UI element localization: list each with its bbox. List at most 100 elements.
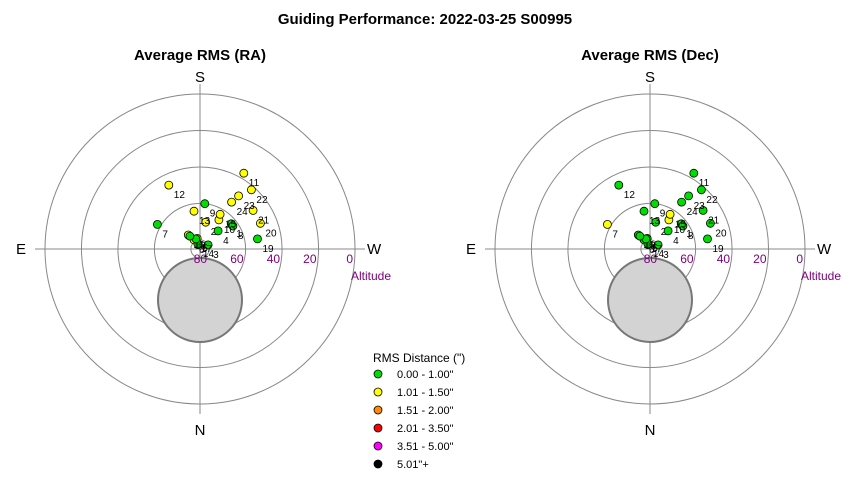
data-point-label: 5 <box>202 243 208 254</box>
compass-label-west: W <box>367 241 382 258</box>
altitude-tick-label: 60 <box>230 252 244 266</box>
data-point-label: 24 <box>237 207 249 218</box>
data-point <box>239 168 249 178</box>
data-point-label: 10 <box>224 225 236 236</box>
data-point <box>234 191 244 201</box>
data-point-label: 22 <box>256 195 268 206</box>
data-point <box>189 206 199 216</box>
data-point-label: 16 <box>643 240 655 251</box>
compass-label-south: S <box>645 69 655 86</box>
legend-entry-label: 1.01 - 1.50" <box>397 387 454 399</box>
data-point-label: 16 <box>193 240 205 251</box>
legend-entry-label: 2.01 - 3.50" <box>397 423 454 435</box>
data-point-label: 22 <box>706 195 718 206</box>
data-point-label: 24 <box>687 207 699 218</box>
data-point-label: 9 <box>210 209 216 220</box>
altitude-tick-label: 80 <box>644 252 658 266</box>
data-point <box>614 180 624 190</box>
data-point-label: 14 <box>653 249 665 260</box>
data-point <box>689 168 699 178</box>
altitude-tick-label: 0 <box>796 252 803 266</box>
legend-entry-label: 3.51 - 5.00" <box>397 441 454 453</box>
data-point <box>684 191 693 201</box>
data-point <box>255 218 265 228</box>
data-point-label: 7 <box>162 229 168 240</box>
data-point-label: 18 <box>195 241 207 252</box>
altitude-axis-label: Altitude <box>351 269 391 283</box>
legend-entry-label: 0.00 - 1.00" <box>397 369 454 381</box>
data-point-label: 1 <box>686 229 692 240</box>
data-point-label: 6 <box>199 245 205 256</box>
pole-disk <box>157 257 243 343</box>
data-point-label: 15 <box>225 219 237 230</box>
data-point-label: 11 <box>699 178 710 189</box>
plot-subtitle: Average RMS (Dec) <box>581 47 719 64</box>
data-point <box>246 185 256 195</box>
data-point-label: 17 <box>651 244 663 255</box>
data-point-label: 20 <box>265 228 277 239</box>
altitude-tick-label: 20 <box>753 252 767 266</box>
data-point <box>164 180 174 190</box>
altitude-tick-label: 80 <box>194 252 208 266</box>
legend-entry-label: 5.01"+ <box>397 459 429 471</box>
data-point-label: 9 <box>660 209 666 220</box>
data-point <box>152 219 162 229</box>
data-point-label: 7 <box>612 229 618 240</box>
compass-label-east: E <box>466 241 476 258</box>
data-point <box>677 197 686 207</box>
legend-marker <box>373 459 383 469</box>
altitude-tick-label: 60 <box>680 252 694 266</box>
data-point-label: 12 <box>174 190 186 201</box>
data-point <box>227 197 237 207</box>
data-point <box>185 231 195 241</box>
data-point <box>253 234 262 244</box>
data-point-label: 18 <box>645 241 657 252</box>
compass-label-north: N <box>195 422 206 439</box>
legend-marker <box>373 441 383 451</box>
data-point-label: 3 <box>213 250 219 261</box>
data-point <box>698 205 708 215</box>
data-point-label: 21 <box>708 215 720 226</box>
data-point <box>706 218 715 228</box>
altitude-tick-label: 40 <box>267 252 281 266</box>
legend-marker <box>373 369 383 379</box>
chart-title: Guiding Performance: 2022-03-25 S00995 <box>278 11 572 28</box>
data-point-label: 21 <box>258 215 270 226</box>
legend-title: RMS Distance (") <box>373 351 465 365</box>
compass-label-south: S <box>195 69 205 86</box>
data-point <box>213 226 223 236</box>
data-point-label: 20 <box>715 228 727 239</box>
data-point-label: 13 <box>649 216 661 227</box>
data-point-label: 2 <box>211 227 217 238</box>
altitude-tick-label: 0 <box>346 252 353 266</box>
legend: RMS Distance (") 0.00 - 1.00" 1.01 - 1.50… <box>373 351 465 471</box>
data-point <box>603 219 612 229</box>
data-point-label: 15 <box>675 219 687 230</box>
data-point <box>697 185 706 195</box>
altitude-tick-label: 20 <box>303 252 317 266</box>
data-point <box>703 234 712 244</box>
data-point <box>665 209 675 219</box>
polar-plot-dec: Average RMS (Dec) S N E W 80 60 40 20 0 Altitude 1… <box>466 47 841 439</box>
data-point-label: 8 <box>688 231 694 242</box>
data-point <box>203 240 213 250</box>
data-point-label: 12 <box>624 190 636 201</box>
data-point-label: 4 <box>673 236 679 247</box>
compass-label-east: E <box>16 241 26 258</box>
plot-subtitle: Average RMS (RA) <box>134 47 266 64</box>
data-point-label: 10 <box>674 225 686 236</box>
data-point-label: 1 <box>236 229 242 240</box>
data-point <box>635 231 645 241</box>
pole-disk <box>607 257 693 343</box>
data-point <box>650 199 660 209</box>
data-point <box>653 240 663 250</box>
compass-label-west: W <box>817 241 832 258</box>
legend-marker <box>373 423 383 433</box>
data-point-label: 13 <box>199 216 211 227</box>
altitude-axis-label: Altitude <box>801 269 841 283</box>
data-point <box>678 221 688 231</box>
data-point-label: 23 <box>694 201 706 212</box>
data-point <box>215 209 225 219</box>
